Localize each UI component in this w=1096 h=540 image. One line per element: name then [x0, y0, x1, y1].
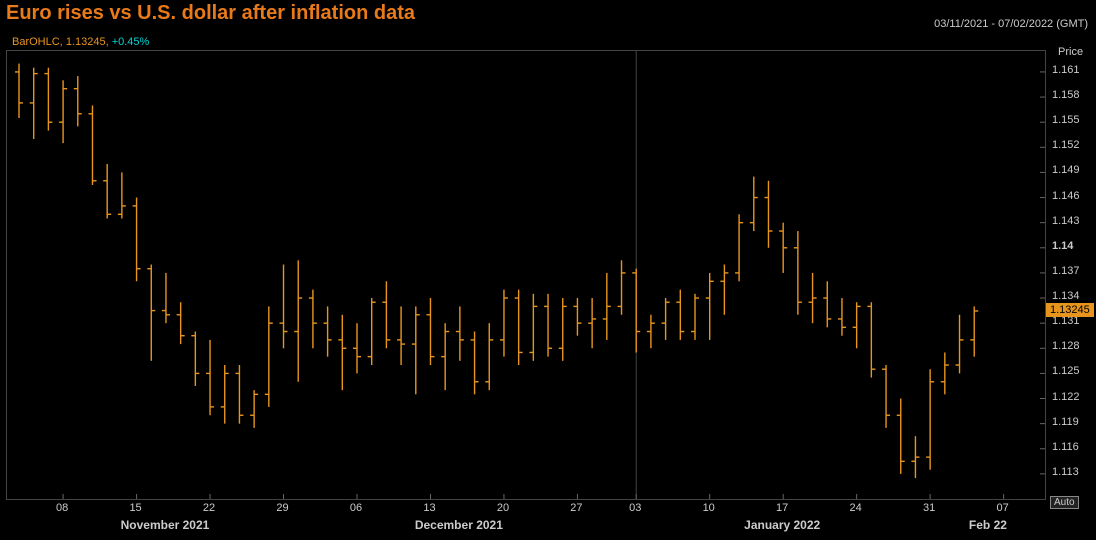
- ohlc-chart[interactable]: [6, 50, 1046, 500]
- x-month-label: January 2022: [744, 518, 820, 532]
- x-tick-label: 13: [423, 502, 435, 514]
- y-tick-label: 1.116: [1052, 441, 1079, 453]
- legend-change: +0.45%: [112, 36, 150, 48]
- x-tick-label: 08: [56, 502, 68, 514]
- y-tick-label: 1.119: [1052, 416, 1079, 428]
- y-tick-label: 1.137: [1052, 265, 1080, 277]
- y-tick-label: 1.122: [1052, 391, 1080, 403]
- series-legend: BarOHLC, 1.13245, +0.45%: [12, 36, 149, 48]
- x-tick-label: 31: [923, 502, 935, 514]
- x-tick-label: 20: [497, 502, 509, 514]
- last-price-flag: 1.13245: [1046, 303, 1094, 317]
- y-tick-label: 1.149: [1052, 164, 1080, 176]
- date-range-label: 03/11/2021 - 07/02/2022 (GMT): [934, 18, 1088, 30]
- x-month-label: Feb 22: [969, 518, 1007, 532]
- legend-value: 1.13245,: [66, 36, 109, 48]
- x-tick-label: 29: [276, 502, 288, 514]
- legend-series: BarOHLC,: [12, 36, 63, 48]
- x-tick-label: 15: [129, 502, 141, 514]
- chart-title: Euro rises vs U.S. dollar after inflatio…: [6, 2, 415, 25]
- y-tick-label: 1.125: [1052, 365, 1080, 377]
- y-tick-label: 1.155: [1052, 114, 1080, 126]
- x-tick-label: 10: [703, 502, 715, 514]
- x-tick-label: 03: [629, 502, 641, 514]
- x-tick-label: 06: [350, 502, 362, 514]
- y-tick-label: 1.14: [1052, 240, 1073, 252]
- x-tick-label: 27: [570, 502, 582, 514]
- auto-scale-badge[interactable]: Auto: [1050, 496, 1079, 509]
- y-tick-label: 1.146: [1052, 190, 1080, 202]
- y-tick-label: 1.134: [1052, 290, 1080, 302]
- y-tick-label: 1.152: [1052, 139, 1080, 151]
- y-tick-label: 1.113: [1052, 466, 1079, 478]
- x-tick-label: 07: [996, 502, 1008, 514]
- x-tick-label: 24: [850, 502, 862, 514]
- y-axis-title: Price: [1058, 46, 1083, 58]
- y-tick-label: 1.128: [1052, 340, 1080, 352]
- y-tick-label: 1.158: [1052, 89, 1080, 101]
- y-tick-label: 1.143: [1052, 215, 1080, 227]
- x-month-label: December 2021: [415, 518, 503, 532]
- x-month-label: November 2021: [121, 518, 210, 532]
- y-tick-label: 1.161: [1052, 64, 1080, 76]
- x-tick-label: 17: [776, 502, 788, 514]
- x-tick-label: 22: [203, 502, 215, 514]
